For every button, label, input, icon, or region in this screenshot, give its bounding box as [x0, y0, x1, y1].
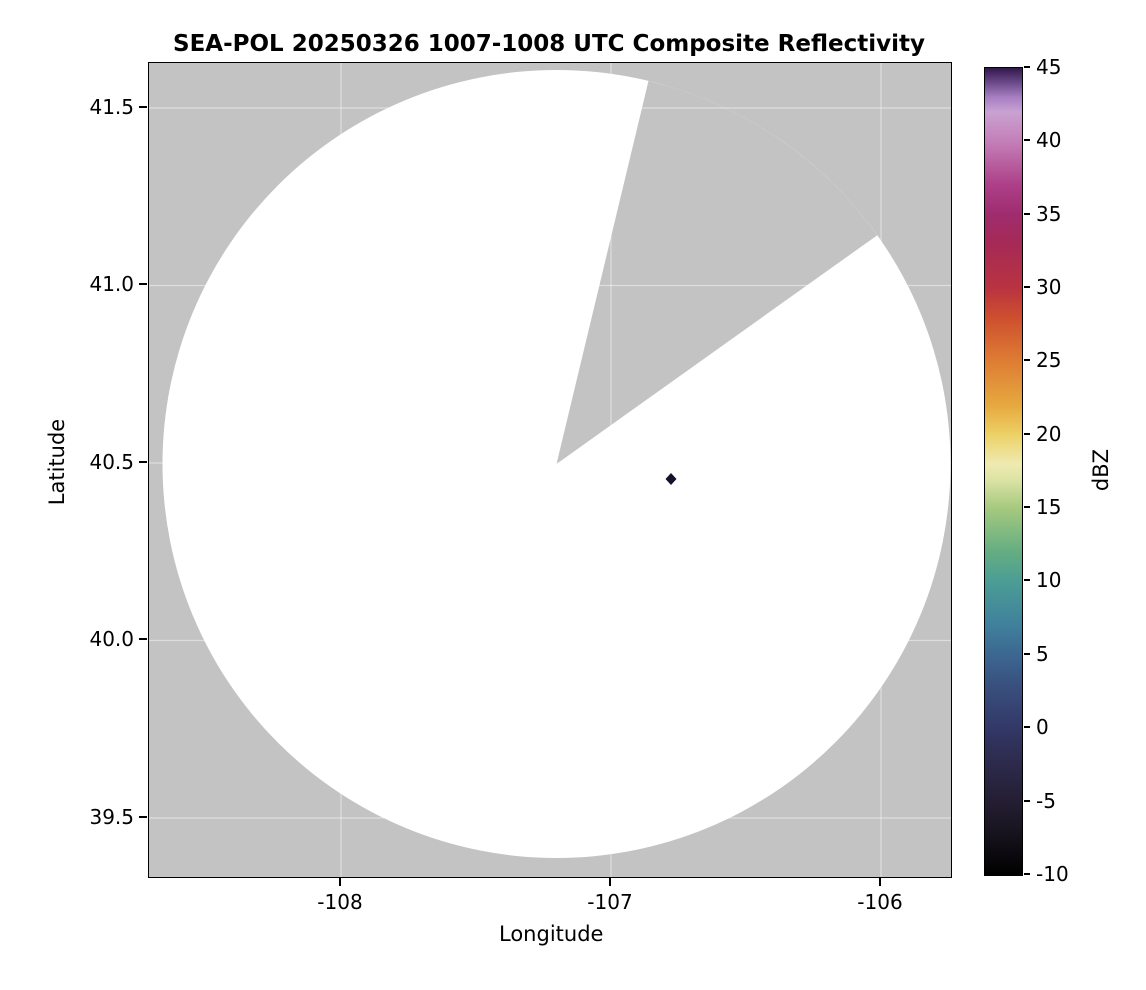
- x-tick-label: -108: [317, 890, 363, 914]
- colorbar-tick-mark: [1024, 653, 1030, 655]
- colorbar-tick-label: -10: [1036, 862, 1069, 886]
- colorbar-tick-label: 45: [1036, 55, 1062, 79]
- colorbar-tick-mark: [1024, 433, 1030, 435]
- colorbar-label: dBZ: [1089, 448, 1113, 492]
- colorbar-tick-mark: [1024, 726, 1030, 728]
- colorbar-tick-label: -5: [1036, 789, 1056, 813]
- colorbar-tick-label: 0: [1036, 715, 1049, 739]
- y-tick-label: 41.0: [89, 272, 134, 296]
- plot-title: SEA-POL 20250326 1007-1008 UTC Composite…: [173, 31, 925, 57]
- colorbar-tick-mark: [1024, 800, 1030, 802]
- y-tick-label: 41.5: [89, 95, 134, 119]
- colorbar-tick-label: 15: [1036, 495, 1062, 519]
- x-tick-mark: [339, 878, 341, 886]
- y-tick-mark: [139, 461, 147, 463]
- colorbar-tick-mark: [1024, 66, 1030, 68]
- colorbar-tick-mark: [1024, 873, 1030, 875]
- colorbar-tick-label: 20: [1036, 422, 1062, 446]
- x-axis-label: Longitude: [499, 922, 604, 946]
- colorbar-tick-mark: [1024, 286, 1030, 288]
- radar-plot-canvas: [149, 63, 951, 877]
- x-tick-mark: [609, 878, 611, 886]
- y-tick-mark: [139, 106, 147, 108]
- y-tick-label: 40.5: [89, 450, 134, 474]
- colorbar-tick-mark: [1024, 213, 1030, 215]
- y-tick-mark: [139, 816, 147, 818]
- colorbar-tick-mark: [1024, 359, 1030, 361]
- colorbar-tick-label: 10: [1036, 568, 1062, 592]
- colorbar-tick-mark: [1024, 579, 1030, 581]
- colorbar-gradient: [985, 68, 1022, 875]
- colorbar-tick-mark: [1024, 506, 1030, 508]
- y-tick-label: 40.0: [89, 627, 134, 651]
- x-tick-label: -106: [857, 890, 903, 914]
- y-tick-mark: [139, 283, 147, 285]
- colorbar-tick-mark: [1024, 139, 1030, 141]
- colorbar-tick-label: 35: [1036, 202, 1062, 226]
- plot-area: [148, 62, 952, 878]
- x-tick-mark: [879, 878, 881, 886]
- colorbar-tick-label: 5: [1036, 642, 1049, 666]
- y-tick-label: 39.5: [89, 805, 134, 829]
- grid-lines: [149, 63, 951, 877]
- colorbar-tick-label: 30: [1036, 275, 1062, 299]
- echo-marker: [665, 473, 677, 485]
- y-tick-mark: [139, 638, 147, 640]
- colorbar-tick-label: 25: [1036, 348, 1062, 372]
- x-tick-label: -107: [587, 890, 633, 914]
- y-axis-label: Latitude: [45, 418, 69, 506]
- colorbar: [984, 67, 1023, 876]
- colorbar-tick-label: 40: [1036, 128, 1062, 152]
- missing-data-wedge: [556, 80, 878, 465]
